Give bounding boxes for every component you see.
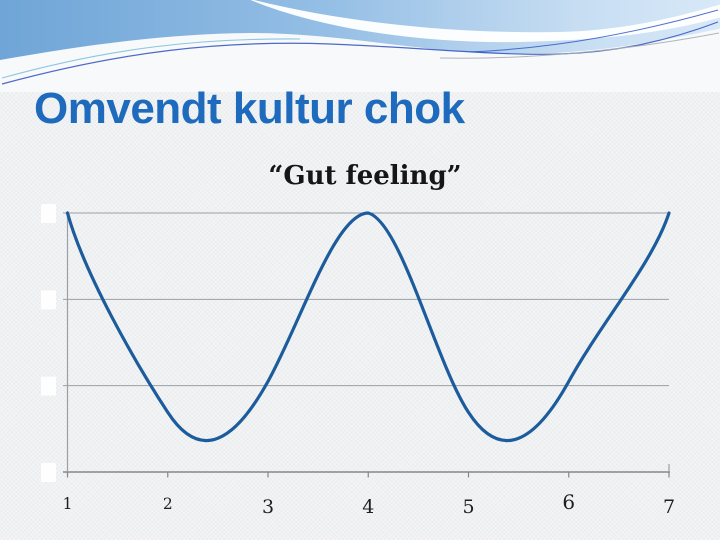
y-axis-hidden-label <box>41 376 56 396</box>
chart-title: “Gut feeling” <box>268 161 462 191</box>
header-accent-line-teal <box>1 38 301 79</box>
y-axis-hidden-label <box>41 463 56 482</box>
y-axis-hidden-label <box>41 204 56 223</box>
header-wave-decoration <box>0 0 720 92</box>
header-white-wedge <box>250 0 720 43</box>
header-accent-line-gray <box>439 32 720 59</box>
header-accent-line-blue-right <box>469 9 719 53</box>
slide-title: Omvendt kultur chok <box>34 84 465 133</box>
y-axis-hidden-label <box>41 290 56 310</box>
series-line-gut-feeling <box>65 211 671 443</box>
